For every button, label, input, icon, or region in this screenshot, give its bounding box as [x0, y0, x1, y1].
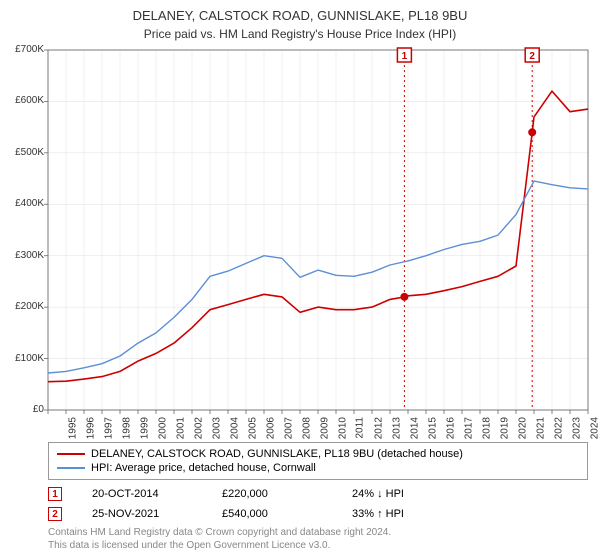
chart-subtitle: Price paid vs. HM Land Registry's House …	[0, 25, 600, 47]
x-axis-label: 2002	[193, 417, 204, 439]
x-axis-label: 2009	[319, 417, 330, 439]
legend-label: HPI: Average price, detached house, Corn…	[91, 462, 316, 474]
x-axis-label: 1999	[139, 417, 150, 439]
x-axis-label: 2021	[535, 417, 546, 439]
attribution-line: Contains HM Land Registry data © Crown c…	[48, 526, 391, 539]
x-axis-label: 2015	[427, 417, 438, 439]
y-axis-label: £500K	[2, 147, 44, 158]
x-axis-label: 2010	[337, 417, 348, 439]
marker-delta: 24% ↓ HPI	[352, 488, 452, 500]
marker-table: 1 20-OCT-2014 £220,000 24% ↓ HPI 2 25-NO…	[48, 484, 588, 524]
x-axis-label: 2004	[229, 417, 240, 439]
x-axis-label: 1995	[67, 417, 78, 439]
marker-date: 20-OCT-2014	[92, 488, 192, 500]
svg-text:1: 1	[402, 51, 408, 62]
legend-swatch	[57, 453, 85, 455]
x-axis-label: 1998	[121, 417, 132, 439]
x-axis-label: 1997	[103, 417, 114, 439]
legend-label: DELANEY, CALSTOCK ROAD, GUNNISLAKE, PL18…	[91, 448, 463, 460]
x-axis-label: 2022	[553, 417, 564, 439]
marker-date: 25-NOV-2021	[92, 508, 192, 520]
x-axis-label: 2020	[517, 417, 528, 439]
x-axis-label: 2005	[247, 417, 258, 439]
marker-badge: 2	[48, 507, 62, 521]
x-axis-label: 1996	[85, 417, 96, 439]
marker-row: 1 20-OCT-2014 £220,000 24% ↓ HPI	[48, 484, 588, 504]
y-axis-label: £600K	[2, 95, 44, 106]
x-axis-label: 2011	[355, 417, 366, 439]
x-axis-label: 2024	[589, 417, 600, 439]
attribution-line: This data is licensed under the Open Gov…	[48, 539, 391, 552]
y-axis-label: £300K	[2, 250, 44, 261]
y-axis-label: £400K	[2, 198, 44, 209]
svg-text:2: 2	[529, 51, 535, 62]
x-axis-label: 2001	[175, 417, 186, 439]
x-axis-label: 2000	[157, 417, 168, 439]
legend-item: DELANEY, CALSTOCK ROAD, GUNNISLAKE, PL18…	[57, 447, 579, 461]
x-axis-label: 2019	[499, 417, 510, 439]
x-axis-label: 2003	[211, 417, 222, 439]
y-axis-label: £200K	[2, 301, 44, 312]
x-axis-label: 2018	[481, 417, 492, 439]
marker-delta: 33% ↑ HPI	[352, 508, 452, 520]
chart-canvas: 12	[48, 50, 588, 410]
legend-swatch	[57, 467, 85, 469]
legend-item: HPI: Average price, detached house, Corn…	[57, 461, 579, 475]
y-axis-label: £700K	[2, 44, 44, 55]
x-axis-label: 2023	[571, 417, 582, 439]
marker-badge: 1	[48, 487, 62, 501]
chart-title: DELANEY, CALSTOCK ROAD, GUNNISLAKE, PL18…	[0, 0, 600, 25]
x-axis-label: 2012	[373, 417, 384, 439]
legend: DELANEY, CALSTOCK ROAD, GUNNISLAKE, PL18…	[48, 442, 588, 480]
x-axis-label: 2007	[283, 417, 294, 439]
x-axis-label: 2008	[301, 417, 312, 439]
y-axis-label: £100K	[2, 353, 44, 364]
x-axis-label: 2006	[265, 417, 276, 439]
y-axis-label: £0	[2, 404, 44, 415]
marker-price: £220,000	[222, 488, 322, 500]
marker-price: £540,000	[222, 508, 322, 520]
x-axis-label: 2013	[391, 417, 402, 439]
marker-row: 2 25-NOV-2021 £540,000 33% ↑ HPI	[48, 504, 588, 524]
x-axis-label: 2017	[463, 417, 474, 439]
x-axis-label: 2014	[409, 417, 420, 439]
x-axis-label: 2016	[445, 417, 456, 439]
attribution: Contains HM Land Registry data © Crown c…	[48, 526, 391, 552]
